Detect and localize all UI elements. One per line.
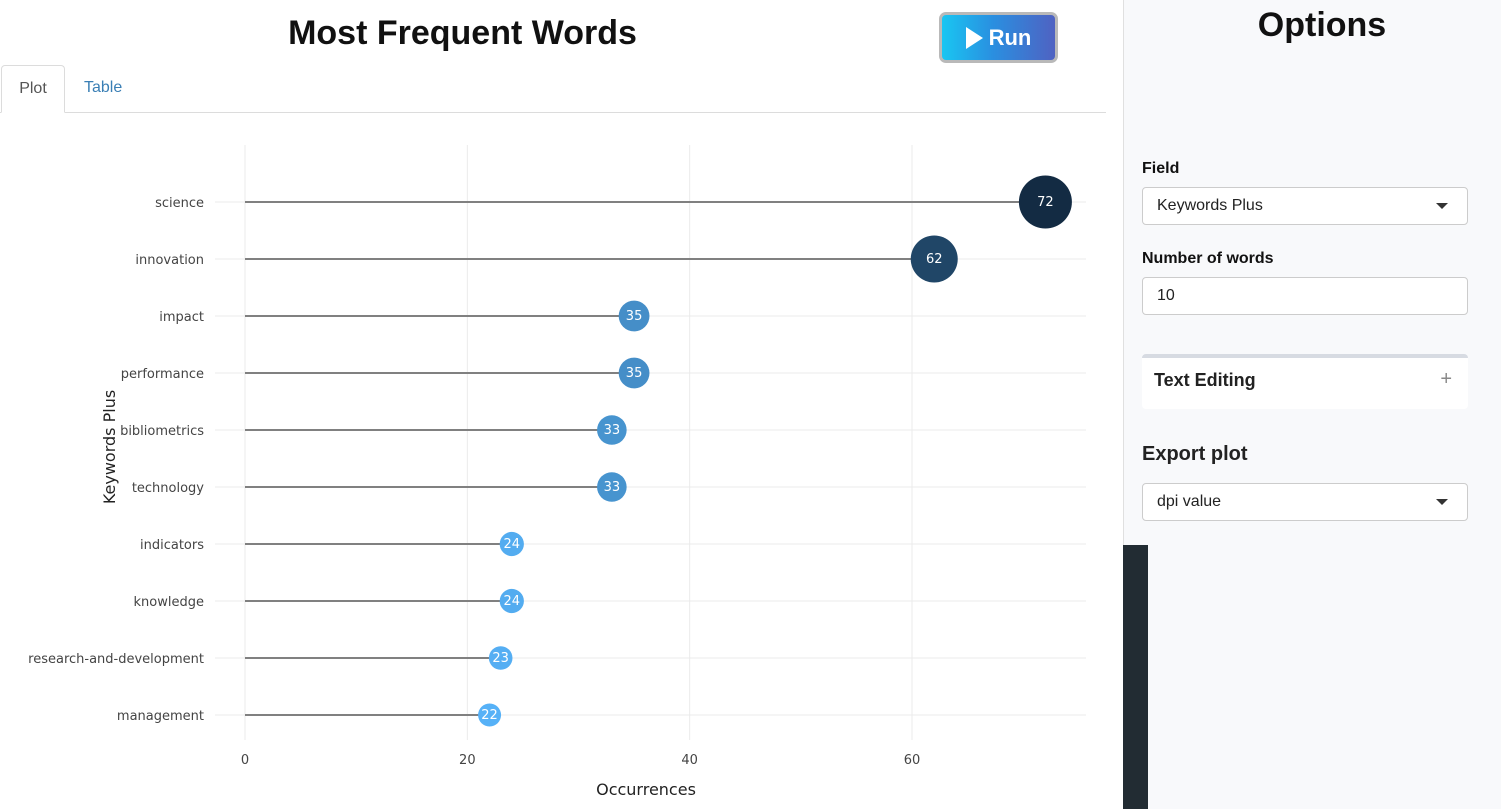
y-tick-label: knowledge: [134, 595, 204, 610]
run-button[interactable]: Run: [939, 12, 1058, 63]
num-words-input[interactable]: 10: [1142, 277, 1468, 315]
run-button-label: Run: [988, 24, 1032, 50]
y-tick-label: research-and-development: [28, 652, 204, 667]
lollipop-point: [597, 415, 627, 445]
data-label: 23: [492, 651, 509, 666]
tab-plot[interactable]: Plot: [1, 65, 65, 113]
plus-icon[interactable]: +: [1440, 368, 1452, 390]
tab-table[interactable]: Table: [84, 79, 123, 96]
lollipop-point: [618, 300, 650, 332]
tab-bar: Plot Table: [0, 65, 1106, 113]
data-label: 62: [926, 252, 943, 267]
text-editing-label: Text Editing: [1154, 370, 1256, 390]
y-tick-label: bibliometrics: [120, 424, 204, 439]
play-icon: [965, 26, 983, 49]
lollipop-point: [499, 588, 524, 614]
field-select[interactable]: Keywords Plus: [1142, 187, 1468, 225]
x-axis-title: Occurrences: [596, 780, 696, 799]
y-tick-label: innovation: [135, 253, 204, 268]
sidebar-title: Options: [1257, 6, 1387, 44]
y-tick-label: science: [155, 196, 204, 211]
options-sidebar: Options Field Keywords Plus Number of wo…: [1123, 0, 1501, 809]
points-layer: 72 62 35 35 33 33 24 24 23 22: [478, 175, 1072, 727]
text-editing-panel[interactable]: Text Editing +: [1142, 354, 1468, 409]
data-label: 24: [504, 594, 521, 609]
num-words-value: 10: [1157, 287, 1175, 304]
data-label: 33: [604, 423, 621, 438]
data-label: 72: [1037, 195, 1054, 210]
data-label: 33: [604, 480, 621, 495]
lollipop-point: [478, 703, 502, 727]
y-tick-labels: science innovation impact performance biblio…: [28, 196, 204, 724]
lollipop-point: [488, 646, 513, 670]
field-label: Field: [1142, 160, 1180, 177]
data-label: 35: [626, 366, 643, 381]
x-tick-label: 40: [681, 753, 698, 768]
x-tick-label: 0: [241, 753, 249, 768]
lollipop-chart: 72 62 35 35 33 33 24 24 23 22 science innovation im…: [28, 145, 1086, 799]
x-tick-label: 60: [904, 753, 921, 768]
chevron-down-icon: [1436, 499, 1448, 505]
grid-layer: [215, 145, 1086, 740]
data-label: 35: [626, 309, 643, 324]
chevron-down-icon: [1436, 203, 1448, 209]
page-title: Most Frequent Words: [288, 14, 637, 52]
y-tick-label: management: [117, 709, 204, 724]
field-select-value: Keywords Plus: [1157, 197, 1263, 214]
export-plot-title: Export plot: [1142, 443, 1248, 465]
dpi-select-value: dpi value: [1157, 493, 1222, 510]
data-label: 24: [504, 537, 521, 552]
main-panel: Most Frequent Words Run Plot Table 72 62 3…: [0, 12, 1106, 799]
y-tick-label: performance: [121, 367, 204, 382]
dpi-select[interactable]: dpi value: [1142, 483, 1468, 521]
stems-layer: [245, 201, 1046, 716]
data-label: 22: [481, 708, 498, 723]
y-tick-label: indicators: [140, 538, 204, 553]
lollipop-point: [1018, 175, 1072, 229]
lollipop-point: [597, 472, 627, 502]
x-tick-labels: 0 20 40 60: [241, 753, 920, 768]
lollipop-point: [618, 357, 650, 389]
y-axis-title: Keywords Plus: [100, 390, 119, 504]
x-tick-label: 20: [459, 753, 476, 768]
y-tick-label: technology: [132, 481, 204, 496]
y-tick-label: impact: [159, 310, 204, 325]
scroll-strip: [1123, 545, 1148, 809]
lollipop-point: [910, 235, 958, 283]
lollipop-point: [499, 531, 524, 557]
num-words-label: Number of words: [1142, 250, 1274, 267]
